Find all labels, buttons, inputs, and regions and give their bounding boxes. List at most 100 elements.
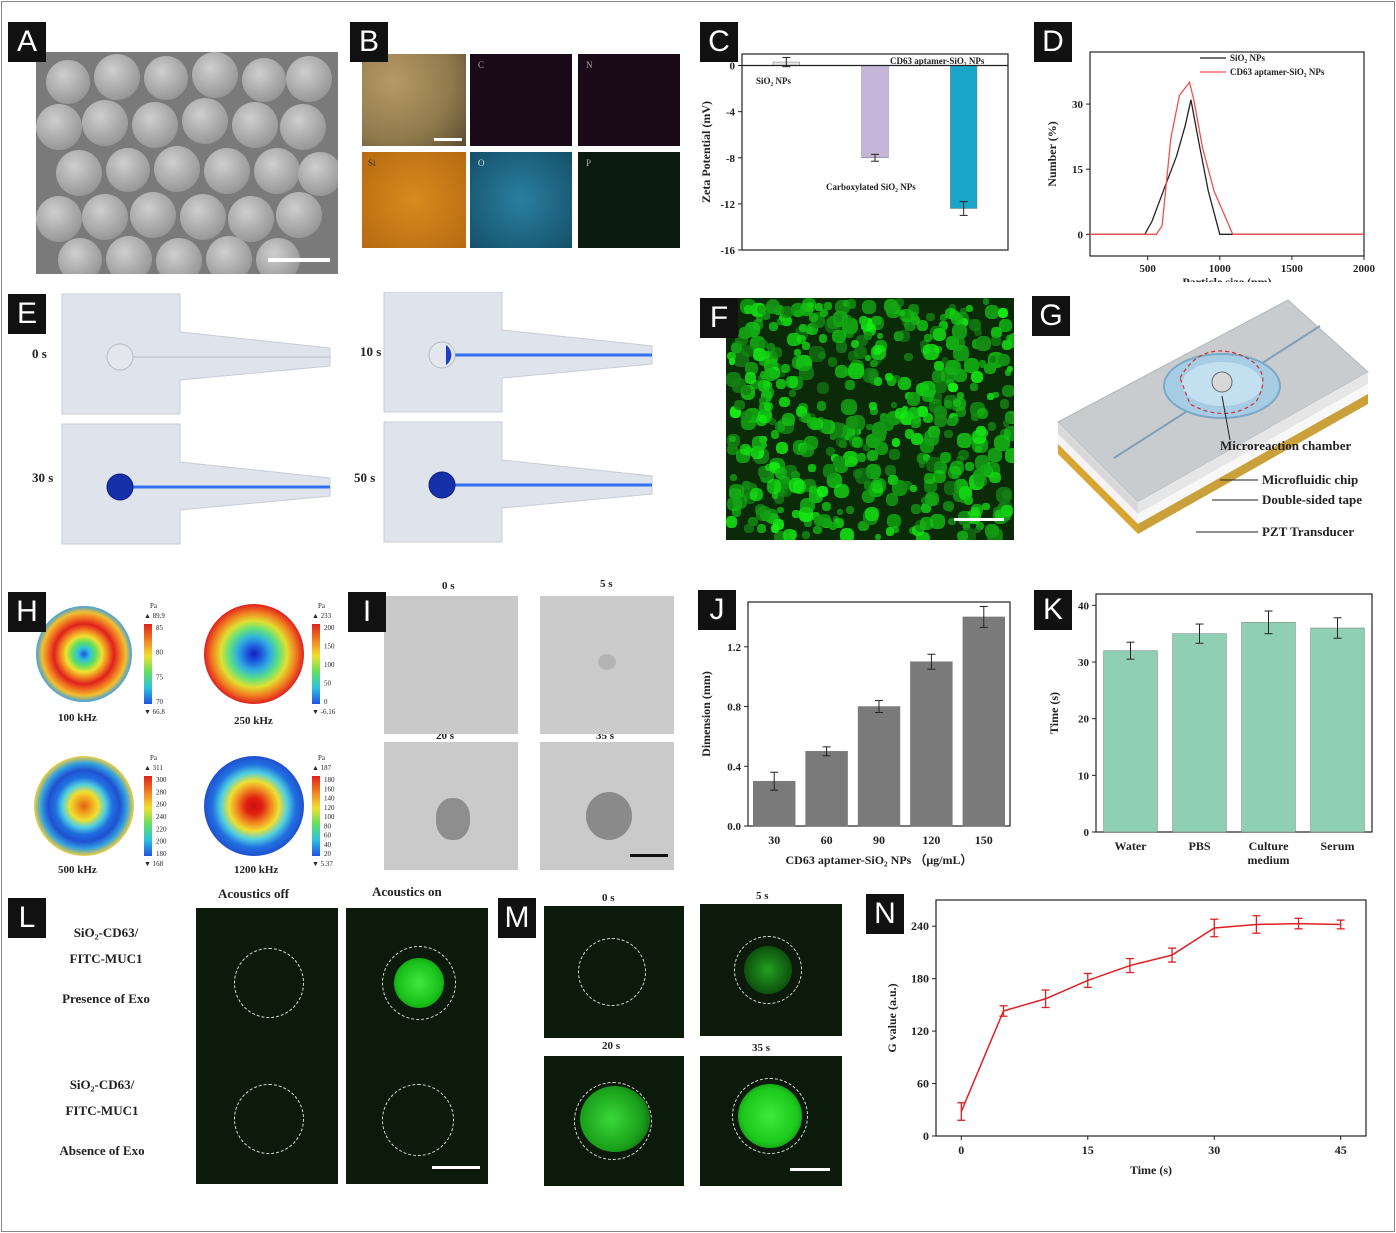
cell-spot: [939, 451, 951, 463]
microsphere: [106, 148, 150, 192]
scale-bar: [434, 138, 462, 141]
cell-spot: [907, 406, 920, 419]
cell-spot: [1001, 339, 1012, 350]
cell-spot: [974, 526, 981, 534]
bar-label: CD63 aptamer-SiO₂ NPs: [890, 56, 985, 66]
cell-spot: [986, 393, 994, 401]
tape-layer: [1138, 384, 1368, 524]
y-tick-label: 15: [1072, 164, 1084, 176]
x-tick-label: 1000: [1209, 263, 1232, 275]
cell-spot: [1006, 365, 1013, 373]
cell-spot: [864, 332, 872, 340]
cell-spot: [952, 398, 961, 407]
cell-spot: [970, 370, 984, 383]
cell-spot: [877, 333, 884, 340]
cell-spot: [727, 444, 738, 456]
cell-spot: [728, 358, 736, 365]
cell-spot: [947, 382, 958, 393]
y-tick-label: 0.4: [727, 761, 741, 773]
cell-spot: [799, 497, 816, 514]
cell-spot: [1004, 369, 1012, 376]
cell-spot: [895, 298, 904, 307]
fluor-image: [346, 1046, 488, 1184]
y-tick-label: 10: [1078, 770, 1090, 782]
cell-spot: [858, 520, 870, 532]
element-label: Si: [368, 158, 376, 168]
cell-spot: [845, 505, 855, 515]
microsphere: [232, 102, 278, 148]
colorbar: [144, 776, 152, 856]
time-label: 30 s: [32, 470, 54, 485]
cell-spot: [902, 405, 909, 412]
x-tick-label: 2000: [1353, 263, 1376, 275]
dye-front: [446, 345, 452, 365]
cell-spot: [776, 379, 787, 390]
chart-n: 0 15 30 45 0 60 120 180 240 Time (s) G value (a.u.…: [885, 899, 1367, 1177]
microsphere: [82, 194, 128, 240]
cell-spot: [897, 376, 911, 390]
cell-spot: [732, 507, 742, 517]
pressure-map: [34, 756, 134, 856]
cell-spot: [726, 516, 738, 528]
cell-spot: [828, 521, 837, 531]
cell-spot: [913, 416, 921, 424]
cell-spot: [836, 508, 843, 516]
cell-spot: [987, 421, 997, 431]
cell-spot: [958, 449, 970, 461]
cell-spot: [933, 328, 946, 342]
element-label: N: [586, 60, 593, 70]
cell-spot: [904, 352, 913, 362]
y-tick-label: 30: [1078, 657, 1090, 669]
x-tick-label: 30: [1208, 1143, 1220, 1157]
cell-spot: [731, 342, 742, 354]
cell-spot: [987, 527, 1003, 540]
fluor-image: [544, 1056, 684, 1186]
microsphere: [36, 104, 82, 150]
cell-spot: [751, 436, 766, 451]
panel-label: M: [498, 898, 536, 938]
microsphere: [280, 104, 326, 150]
colorbar: [312, 776, 320, 856]
legend-label: CD63 aptamer-SiO₂ NPs: [1230, 67, 1325, 77]
x-tick-label: 500: [1139, 263, 1156, 275]
microsphere: [228, 196, 274, 242]
plot-frame: [1089, 51, 1365, 257]
device-schematic: [1057, 299, 1369, 534]
y-tick-label: 40: [1078, 600, 1090, 612]
pzt-layer: [1058, 444, 1138, 534]
cell-spot: [933, 469, 947, 483]
cell-spot: [729, 435, 737, 443]
cell-spot: [956, 406, 967, 417]
cell-spot: [990, 336, 1001, 347]
colorbar-tick: 300: [156, 776, 167, 784]
cell-spot: [729, 484, 745, 500]
cell-spot: [915, 531, 931, 540]
cell-spot: [784, 465, 797, 478]
chip-outline: [383, 421, 653, 543]
cell-spot: [943, 500, 955, 512]
eds-map-n: N: [578, 54, 680, 146]
cell-spot: [884, 464, 896, 476]
cell-spot: [763, 367, 778, 382]
fluor-image: [346, 908, 488, 1058]
y-tick-label: 0: [1084, 827, 1090, 839]
cell-spot: [799, 365, 814, 380]
cell-spot: [758, 397, 767, 405]
cell-spot: [1002, 420, 1009, 427]
chip-images: [61, 292, 653, 545]
cell-spot: [799, 443, 814, 458]
cell-spot: [861, 299, 876, 315]
time-label: 0 s: [442, 580, 455, 592]
panel-m: M 0 s 5 s 20 s 35 s: [494, 880, 846, 1190]
chart-d: 500 1000 1500 2000 0 15 30 SiO₂ NPs CD63 aptamer…: [1045, 51, 1376, 282]
cell-spot: [923, 472, 935, 484]
cell-spot: [745, 362, 759, 376]
cell-spot: [813, 525, 822, 534]
cell-spot: [953, 344, 970, 361]
colorbar-tick: 100: [324, 813, 335, 821]
microsphere: [256, 238, 300, 274]
cell-spot: [888, 475, 898, 485]
cell-spot: [995, 510, 1005, 520]
cell-spot: [999, 319, 1012, 333]
